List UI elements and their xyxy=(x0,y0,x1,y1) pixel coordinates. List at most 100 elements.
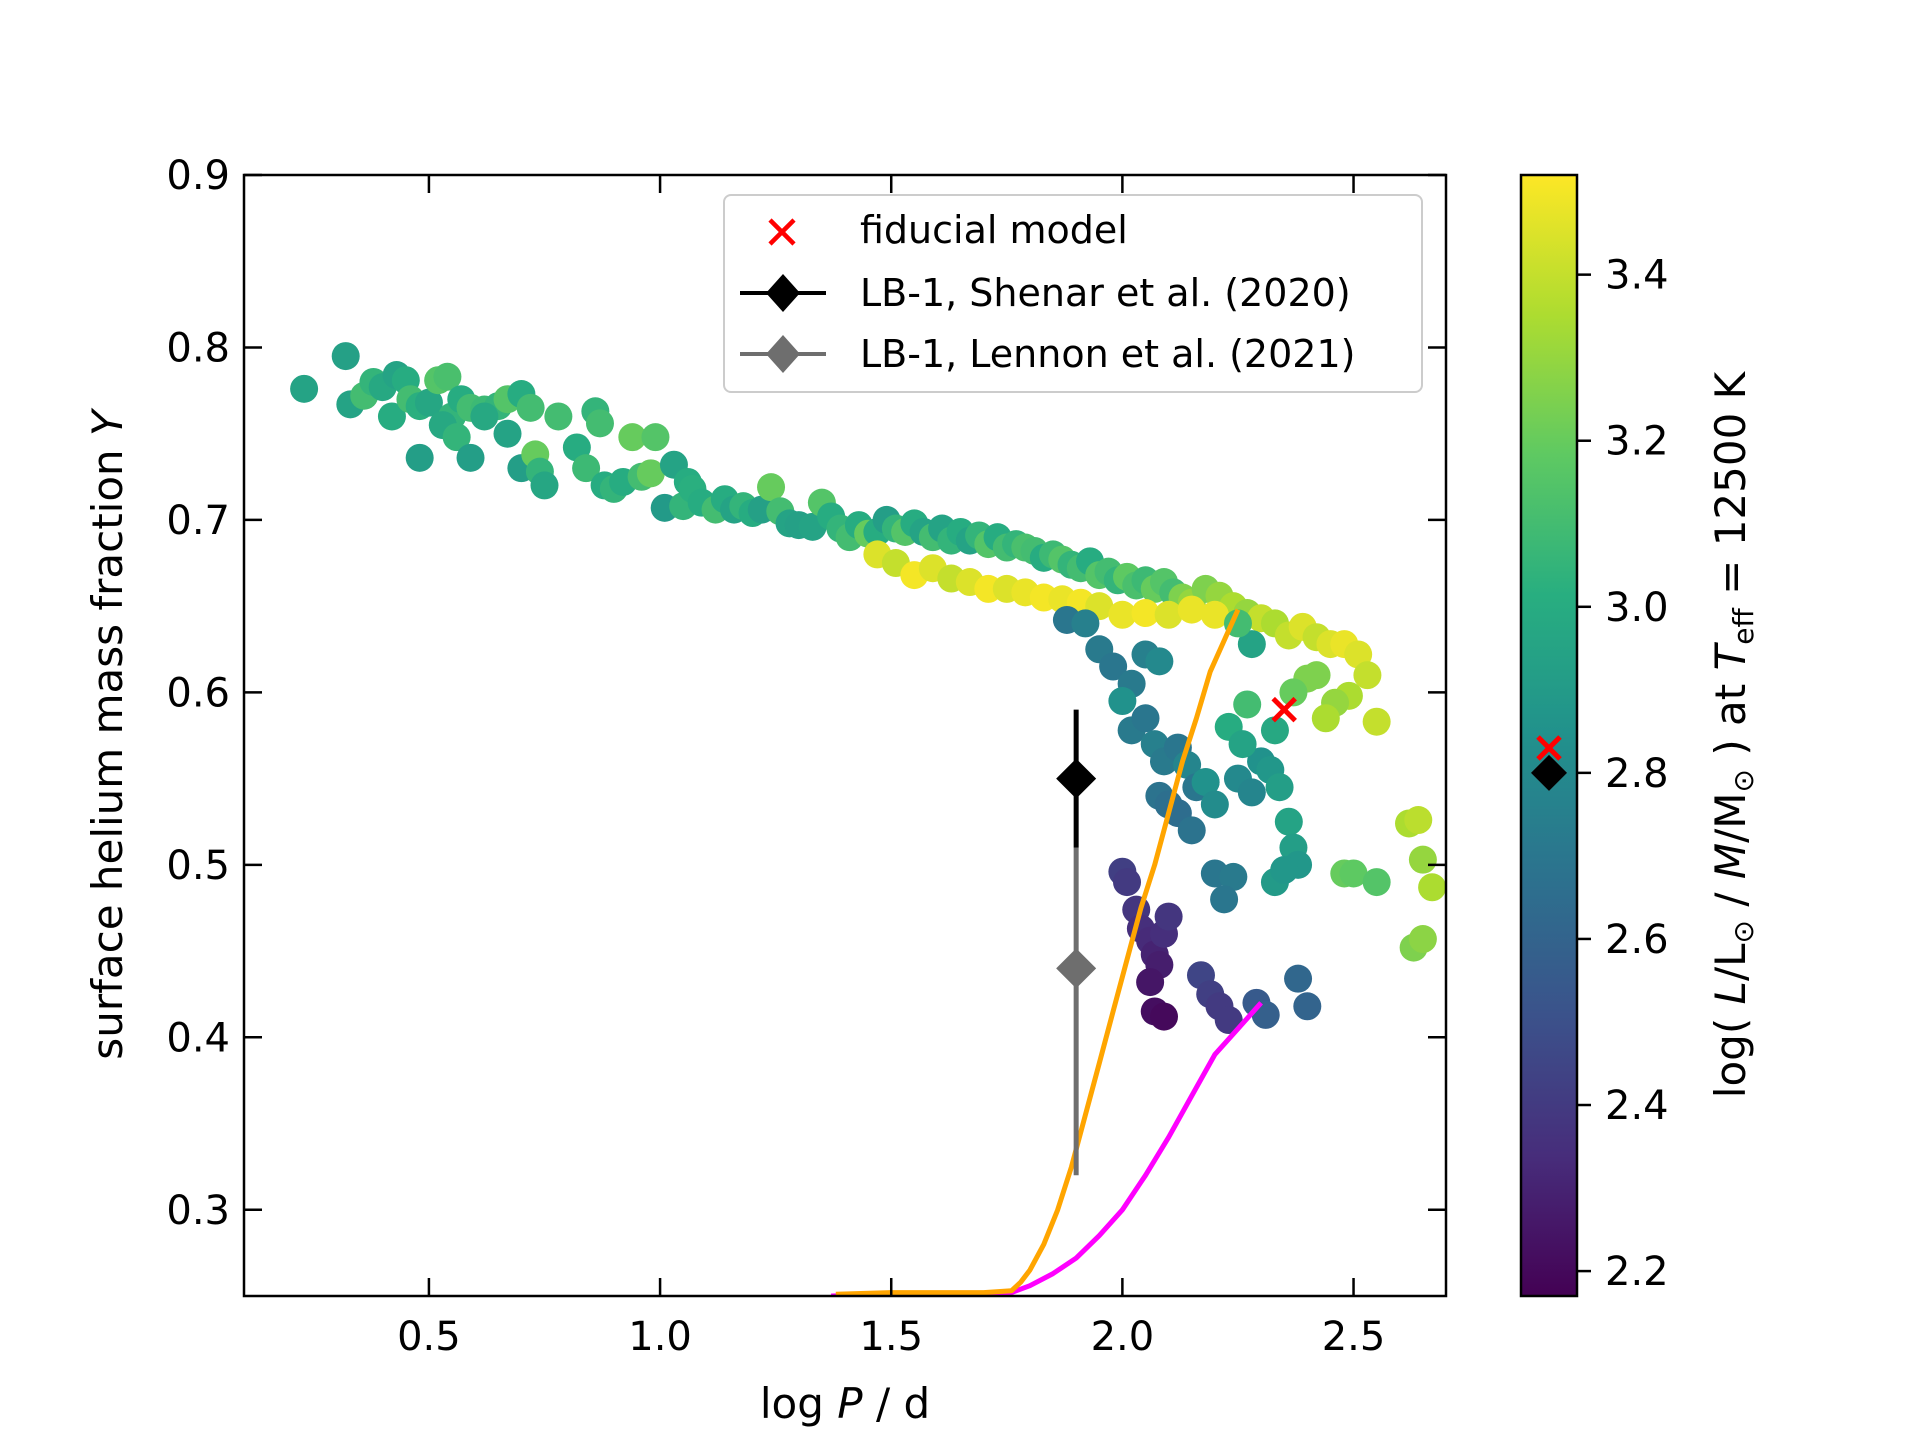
scatter-point-173 xyxy=(1219,862,1248,891)
scatter-point-114 xyxy=(1353,661,1382,690)
scatter-point-21 xyxy=(516,393,545,422)
colorbar-fiducial-marker-stroke-b xyxy=(1536,735,1562,761)
scatter-point-166 xyxy=(1265,773,1294,802)
legend-fiducial-marker xyxy=(768,218,796,246)
scatter-point-196 xyxy=(1339,859,1368,888)
x-tick-label-3: 2.0 xyxy=(1091,1314,1155,1360)
y-axis-label-part-1: surface helium mass fraction xyxy=(83,436,132,1060)
scatter-point-159 xyxy=(1177,816,1206,845)
legend: fiducial model LB-1, Shenar et al. (2020… xyxy=(723,194,1423,393)
shenar-diamond xyxy=(1056,758,1097,799)
scatter-point-26 xyxy=(470,402,499,431)
scatter-point-149 xyxy=(1131,704,1160,733)
y-axis-label: surface helium mass fraction Y xyxy=(83,407,132,1060)
scatter-point-160 xyxy=(1191,768,1220,797)
x-axis-label-period: P xyxy=(837,1379,863,1428)
scatter-point-193 xyxy=(1293,992,1322,1021)
scatter-point-22 xyxy=(405,443,434,472)
scatter-point-139 xyxy=(1200,600,1229,629)
colorbar-label-l-unit: /L xyxy=(1706,943,1755,981)
colorbar xyxy=(1519,173,1579,1298)
colorbar-label-t: T xyxy=(1706,641,1755,670)
scatter-point-138 xyxy=(1177,595,1206,624)
scatter-point-167 xyxy=(1274,807,1303,836)
x-axis-label: log P / d xyxy=(760,1379,930,1428)
legend-lennon-label: LB-1, Lennon et al. (2021) xyxy=(860,332,1355,376)
x-axis-ticks: 0.5 1.0 1.5 2.0 2.5 xyxy=(397,175,1385,1360)
x-tick-label-0: 0.5 xyxy=(397,1314,461,1360)
colorbar-label-sun-1: ⊙ xyxy=(1727,920,1760,943)
scatter-point-13 xyxy=(433,362,462,391)
c-tick-label-2: 2.6 xyxy=(1605,917,1669,963)
scatter-point-208 xyxy=(1237,630,1266,659)
scatter-point-141 xyxy=(1071,609,1100,638)
model-tracks xyxy=(831,608,1263,1296)
y-tick-label-3: 0.6 xyxy=(166,670,230,716)
legend-fiducial-label: fiducial model xyxy=(860,208,1128,252)
scatter-point-199 xyxy=(1404,806,1433,835)
colorbar-label-part-1: log( xyxy=(1706,1004,1755,1098)
scatter-point-0 xyxy=(290,374,319,403)
scatter-point-183 xyxy=(1136,968,1165,997)
c-tick-label-5: 3.2 xyxy=(1605,419,1669,465)
observation-markers xyxy=(1056,696,1297,1176)
scatter-point-1 xyxy=(331,342,360,371)
scatter-point-27 xyxy=(493,419,522,448)
scatter-point-197 xyxy=(1362,868,1391,897)
y-tick-label-6: 0.9 xyxy=(166,153,230,199)
scatter-point-25 xyxy=(456,443,485,472)
scatter-point-135 xyxy=(1108,600,1137,629)
legend-shenar-marker xyxy=(740,274,826,312)
colorbar-label-l: L xyxy=(1706,981,1755,1004)
scatter-point-42 xyxy=(636,459,665,488)
legend-shenar-label: LB-1, Shenar et al. (2020) xyxy=(860,271,1351,315)
legend-shenar-diamond xyxy=(766,274,800,312)
legend-fiducial-x-b xyxy=(768,218,796,246)
legend-lennon-diamond xyxy=(766,335,800,373)
scatter-point-200 xyxy=(1408,845,1437,874)
legend-box xyxy=(723,194,1423,393)
scatter-point-147 xyxy=(1108,687,1137,716)
scatter-point-161 xyxy=(1200,790,1229,819)
fiducial-marker xyxy=(1271,696,1297,723)
fiducial-marker-stroke-b xyxy=(1271,696,1297,723)
scatter-points xyxy=(290,342,1446,1035)
scatter-point-206 xyxy=(1228,730,1257,759)
plot-frame xyxy=(242,173,1448,1298)
colorbar-label-at: ) at xyxy=(1706,670,1755,769)
c-tick-label-0: 2.2 xyxy=(1605,1249,1669,1295)
scatter-point-121 xyxy=(1302,661,1331,690)
colorbar-label-value: = 12500 K xyxy=(1706,370,1755,608)
colorbar-label-sun-2: ⊙ xyxy=(1727,769,1760,792)
legend-lennon-marker xyxy=(740,335,826,373)
x-tick-label-4: 2.5 xyxy=(1322,1314,1386,1360)
x-tick-label-2: 1.5 xyxy=(859,1314,923,1360)
scatter-point-24 xyxy=(442,423,471,452)
y-axis-label-y: Y xyxy=(83,407,132,436)
scatter-point-8 xyxy=(377,402,406,431)
scatter-point-32 xyxy=(544,402,573,431)
c-tick-label-3: 2.8 xyxy=(1605,751,1669,797)
scatter-point-203 xyxy=(1408,925,1437,954)
y-tick-label-1: 0.4 xyxy=(166,1015,230,1061)
scatter-point-175 xyxy=(1113,868,1142,897)
scatter-point-163 xyxy=(1237,778,1266,807)
colorbar-label: log( L/L⊙ / M/M⊙ ) at Teff = 12500 K xyxy=(1706,370,1760,1098)
c-tick-label-1: 2.4 xyxy=(1605,1083,1669,1129)
scatter-point-192 xyxy=(1284,964,1313,993)
scatter-point-40 xyxy=(618,423,647,452)
c-tick-label-4: 3.0 xyxy=(1605,585,1669,631)
scatter-point-143 xyxy=(1099,652,1128,681)
scatter-point-171 xyxy=(1270,856,1299,885)
colorbar-shenar-diamond xyxy=(1531,754,1567,791)
x-tick-label-1: 1.0 xyxy=(628,1314,692,1360)
magenta-track-line xyxy=(831,1001,1263,1296)
orange-track-line xyxy=(835,608,1241,1296)
scatter-point-11 xyxy=(414,388,443,417)
scatter-point-194 xyxy=(1210,885,1239,914)
colorbar-markers xyxy=(1531,735,1567,791)
scatter-point-182 xyxy=(1154,902,1183,931)
y-axis-ticks: 0.3 0.4 0.5 0.6 0.7 0.8 0.9 xyxy=(166,153,1446,1234)
scatter-point-207 xyxy=(1260,716,1289,745)
scatter-point-36 xyxy=(585,409,614,438)
